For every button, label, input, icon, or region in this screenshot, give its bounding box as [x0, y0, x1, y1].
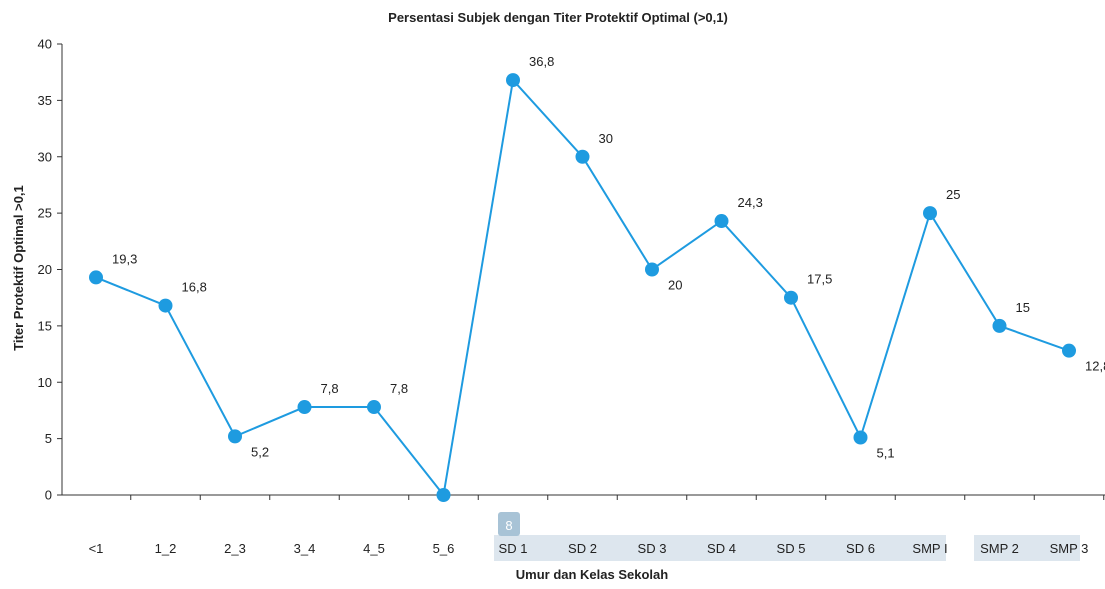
- series-polyline: [95, 77, 1070, 498]
- x-tick-label: SMP I: [912, 541, 947, 556]
- x-tick-label: 3_4: [294, 541, 316, 556]
- y-tick-label: 5: [45, 431, 52, 446]
- data-point: [853, 430, 868, 445]
- page-badge-box: [498, 512, 520, 536]
- data-label: 5,1: [877, 445, 895, 460]
- y-tick-label: 0: [45, 488, 52, 503]
- x-axis-label: Umur dan Kelas Sekolah: [516, 567, 668, 582]
- data-label: 17,5: [807, 272, 832, 287]
- page-badge: 8: [498, 512, 520, 536]
- data-point: [158, 298, 173, 313]
- label-highlight-band: [494, 535, 946, 561]
- y-tick-label: 30: [38, 149, 52, 164]
- data-label: 30: [599, 131, 613, 146]
- data-point: [297, 400, 312, 415]
- data-point: [992, 318, 1007, 333]
- data-label: 15: [1016, 300, 1030, 315]
- x-tick-label: 5_6: [433, 541, 455, 556]
- y-axis-label: Titer Protektif Optimal >0,1: [11, 185, 26, 351]
- data-point: [436, 488, 451, 502]
- x-tick-label: SMP 3: [1050, 541, 1089, 556]
- data-point: [506, 73, 520, 88]
- x-tick-label: <1: [89, 541, 104, 556]
- x-tick-label: SD 6: [846, 541, 875, 556]
- x-tick-label: SMP 2: [980, 541, 1019, 556]
- y-tick-label: 25: [38, 206, 52, 221]
- x-tick-label: 1_2: [155, 541, 177, 556]
- data-label: 5,2: [251, 444, 269, 459]
- data-point: [923, 206, 937, 221]
- data-point: [228, 429, 242, 444]
- data-point: [1062, 343, 1076, 358]
- data-label: 7,8: [390, 381, 408, 396]
- x-tick-labels: <1 1_2 2_3 3_4 4_5 5_6 SD 1 SD 2 SD 3 SD 4 SD 5 SD …: [89, 541, 1089, 556]
- y-tick-label: 20: [38, 262, 52, 277]
- data-point: [367, 400, 381, 415]
- x-tick-label: SD 5: [777, 541, 806, 556]
- data-label: 12,8: [1085, 359, 1105, 374]
- x-tick-label: SD 3: [638, 541, 667, 556]
- data-point: [714, 214, 729, 229]
- chart-title: Persentasi Subjek dengan Titer Protektif…: [388, 10, 728, 25]
- data-label: 25: [946, 187, 960, 202]
- data-labels: 19,3 16,8 5,2 7,8 7,8 36,8 30 20 24,3 17,5 5,1 25 15…: [112, 54, 1105, 460]
- label-highlights: [494, 535, 1080, 561]
- data-label: 36,8: [529, 54, 554, 69]
- x-tick-label: SD 2: [568, 541, 597, 556]
- x-tick-label: SD 1: [499, 541, 528, 556]
- x-tick-label: 2_3: [224, 541, 246, 556]
- data-points: [89, 73, 1076, 502]
- data-label: 20: [668, 278, 682, 293]
- y-tick-label: 10: [38, 375, 52, 390]
- data-point: [89, 270, 103, 285]
- data-label: 19,3: [112, 251, 137, 266]
- data-label: 7,8: [321, 381, 339, 396]
- x-tick-label: SD 4: [707, 541, 736, 556]
- x-tick-label: 4_5: [363, 541, 385, 556]
- y-tick-label: 15: [38, 318, 52, 333]
- axes: 0 5 10 15 20 25 30 35 40: [38, 37, 1105, 503]
- y-tick-label: 40: [38, 37, 52, 52]
- data-point: [645, 262, 659, 277]
- y-tick-label: 35: [38, 93, 52, 108]
- data-label: 16,8: [182, 280, 207, 295]
- data-label: 24,3: [738, 195, 763, 210]
- data-point: [575, 149, 590, 164]
- data-point: [784, 290, 798, 305]
- series-line: [95, 77, 1070, 498]
- page-badge-label: 8: [505, 518, 512, 533]
- label-highlight-band: [974, 535, 1080, 561]
